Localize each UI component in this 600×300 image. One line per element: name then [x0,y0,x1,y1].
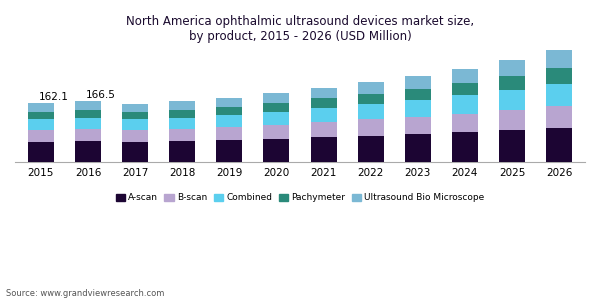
Bar [311,108,337,122]
Bar [28,112,54,119]
Bar [311,88,337,98]
Bar [499,130,525,163]
Bar [75,110,101,118]
Legend: A-scan, B-scan, Combined, Pachymeter, Ultrasound Bio Microscope: A-scan, B-scan, Combined, Pachymeter, Ul… [112,190,488,206]
Bar [546,128,572,163]
Bar [263,112,289,124]
Bar [499,110,525,130]
Bar [452,69,478,83]
Bar [452,113,478,132]
Bar [75,101,101,110]
Bar [217,107,242,115]
Bar [28,119,54,130]
Bar [499,90,525,110]
Bar [263,93,289,103]
Bar [122,130,148,142]
Bar [75,118,101,129]
Bar [452,95,478,113]
Bar [452,83,478,95]
Bar [546,50,572,68]
Bar [217,115,242,127]
Bar [263,139,289,163]
Bar [169,101,195,110]
Bar [28,103,54,112]
Bar [169,129,195,141]
Bar [452,132,478,163]
Text: 166.5: 166.5 [86,90,116,100]
Bar [405,76,431,89]
Bar [217,98,242,107]
Bar [263,103,289,112]
Bar [358,119,383,136]
Bar [546,84,572,106]
Text: 162.1: 162.1 [38,92,68,102]
Bar [311,122,337,137]
Bar [28,142,54,163]
Bar [169,118,195,129]
Bar [311,137,337,163]
Bar [358,136,383,163]
Bar [122,112,148,119]
Bar [169,141,195,163]
Title: North America ophthalmic ultrasound devices market size,
by product, 2015 - 2026: North America ophthalmic ultrasound devi… [126,15,474,43]
Bar [311,98,337,108]
Bar [217,140,242,163]
Bar [358,82,383,94]
Bar [263,124,289,139]
Bar [358,94,383,104]
Bar [217,127,242,140]
Bar [75,129,101,141]
Text: Source: www.grandviewresearch.com: Source: www.grandviewresearch.com [6,290,164,298]
Bar [405,117,431,134]
Bar [499,76,525,90]
Bar [28,130,54,142]
Bar [75,141,101,163]
Bar [499,60,525,76]
Bar [546,106,572,128]
Bar [405,134,431,163]
Bar [546,68,572,84]
Bar [169,110,195,118]
Bar [358,104,383,119]
Bar [405,100,431,117]
Bar [405,89,431,100]
Bar [122,119,148,130]
Bar [122,142,148,163]
Bar [122,103,148,112]
